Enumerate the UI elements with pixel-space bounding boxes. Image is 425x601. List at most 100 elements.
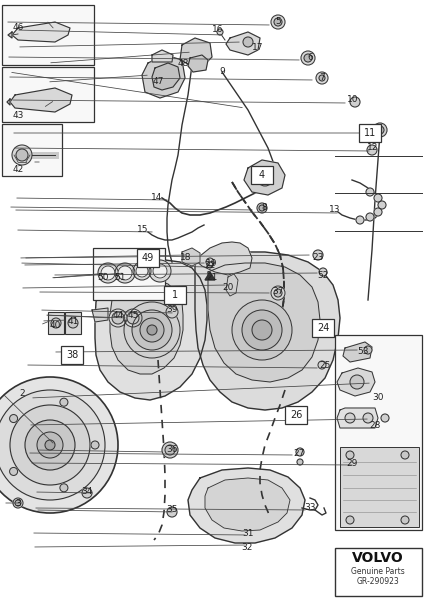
Text: 53: 53 — [357, 347, 369, 356]
Bar — [65, 312, 81, 334]
Polygon shape — [188, 55, 208, 72]
Circle shape — [25, 420, 75, 470]
Circle shape — [381, 414, 389, 422]
Circle shape — [149, 260, 171, 282]
Circle shape — [364, 346, 372, 354]
Text: 47: 47 — [152, 78, 164, 87]
Text: 26: 26 — [290, 410, 302, 420]
Polygon shape — [343, 342, 372, 362]
Polygon shape — [110, 280, 183, 374]
Text: Genuine Parts: Genuine Parts — [351, 567, 405, 576]
Polygon shape — [226, 274, 238, 296]
Polygon shape — [205, 478, 290, 531]
Circle shape — [101, 266, 115, 280]
Polygon shape — [337, 408, 378, 428]
Text: 15: 15 — [137, 225, 149, 234]
Circle shape — [367, 145, 377, 155]
Text: 46: 46 — [12, 23, 24, 32]
Text: 6: 6 — [307, 52, 313, 61]
Circle shape — [162, 442, 178, 458]
Circle shape — [350, 375, 364, 389]
Polygon shape — [12, 22, 70, 42]
Text: 35: 35 — [166, 505, 178, 514]
Polygon shape — [205, 272, 215, 280]
Text: 17: 17 — [252, 43, 264, 52]
Text: 11: 11 — [364, 128, 376, 138]
Bar — [2, 124, 62, 176]
Text: 48: 48 — [177, 58, 189, 67]
Bar — [2, 5, 94, 65]
Polygon shape — [8, 32, 12, 38]
Bar — [251, 166, 273, 184]
Text: 1: 1 — [172, 290, 178, 300]
Text: 10: 10 — [347, 96, 359, 105]
Circle shape — [91, 441, 99, 449]
Polygon shape — [182, 248, 200, 266]
Text: 3: 3 — [15, 498, 21, 507]
Text: 51: 51 — [114, 273, 126, 282]
Circle shape — [261, 174, 269, 182]
Polygon shape — [152, 50, 173, 62]
Circle shape — [16, 149, 28, 161]
Circle shape — [271, 15, 285, 29]
Circle shape — [60, 484, 68, 492]
Text: 27: 27 — [293, 448, 305, 457]
Circle shape — [274, 289, 282, 297]
Circle shape — [10, 468, 17, 475]
Bar — [164, 286, 186, 304]
Circle shape — [10, 415, 17, 423]
Circle shape — [350, 97, 360, 107]
Text: 7: 7 — [319, 73, 325, 82]
Polygon shape — [152, 63, 180, 90]
Text: 21: 21 — [206, 273, 218, 282]
Circle shape — [316, 72, 328, 84]
Circle shape — [301, 51, 315, 65]
Text: 24: 24 — [317, 323, 329, 333]
Circle shape — [243, 37, 253, 47]
Text: GR-290923: GR-290923 — [357, 578, 400, 587]
Text: 44: 44 — [112, 311, 124, 320]
Text: 20: 20 — [222, 284, 234, 293]
Circle shape — [166, 306, 178, 318]
Circle shape — [136, 265, 148, 277]
Circle shape — [257, 203, 267, 213]
Text: 31: 31 — [242, 528, 254, 537]
Bar — [137, 249, 159, 267]
Text: 25: 25 — [319, 361, 331, 370]
Text: 50: 50 — [97, 273, 109, 282]
Circle shape — [45, 440, 55, 450]
Text: 9: 9 — [219, 67, 225, 76]
Circle shape — [346, 516, 354, 524]
Text: 30: 30 — [372, 394, 384, 403]
Polygon shape — [95, 260, 207, 400]
Circle shape — [374, 194, 382, 202]
Polygon shape — [180, 38, 212, 66]
Text: 4: 4 — [259, 170, 265, 180]
Circle shape — [124, 309, 142, 327]
Text: 34: 34 — [81, 487, 93, 496]
Circle shape — [167, 507, 177, 517]
Text: 40: 40 — [49, 320, 61, 329]
Circle shape — [217, 29, 223, 35]
Text: 14: 14 — [151, 194, 163, 203]
Circle shape — [206, 258, 214, 266]
Circle shape — [242, 310, 282, 350]
Circle shape — [366, 188, 374, 196]
Circle shape — [98, 263, 118, 283]
Circle shape — [363, 413, 373, 423]
Text: 43: 43 — [12, 111, 24, 120]
Polygon shape — [244, 160, 285, 195]
Text: 41: 41 — [67, 317, 79, 326]
Circle shape — [82, 488, 92, 498]
Circle shape — [60, 398, 68, 406]
Circle shape — [274, 18, 282, 26]
Circle shape — [346, 451, 354, 459]
Circle shape — [378, 201, 386, 209]
Polygon shape — [195, 252, 340, 410]
Text: 36: 36 — [166, 445, 178, 454]
Bar — [2, 67, 94, 122]
Circle shape — [68, 318, 78, 328]
Text: 12: 12 — [367, 144, 379, 153]
Bar — [61, 346, 83, 364]
Text: 22: 22 — [204, 260, 215, 269]
